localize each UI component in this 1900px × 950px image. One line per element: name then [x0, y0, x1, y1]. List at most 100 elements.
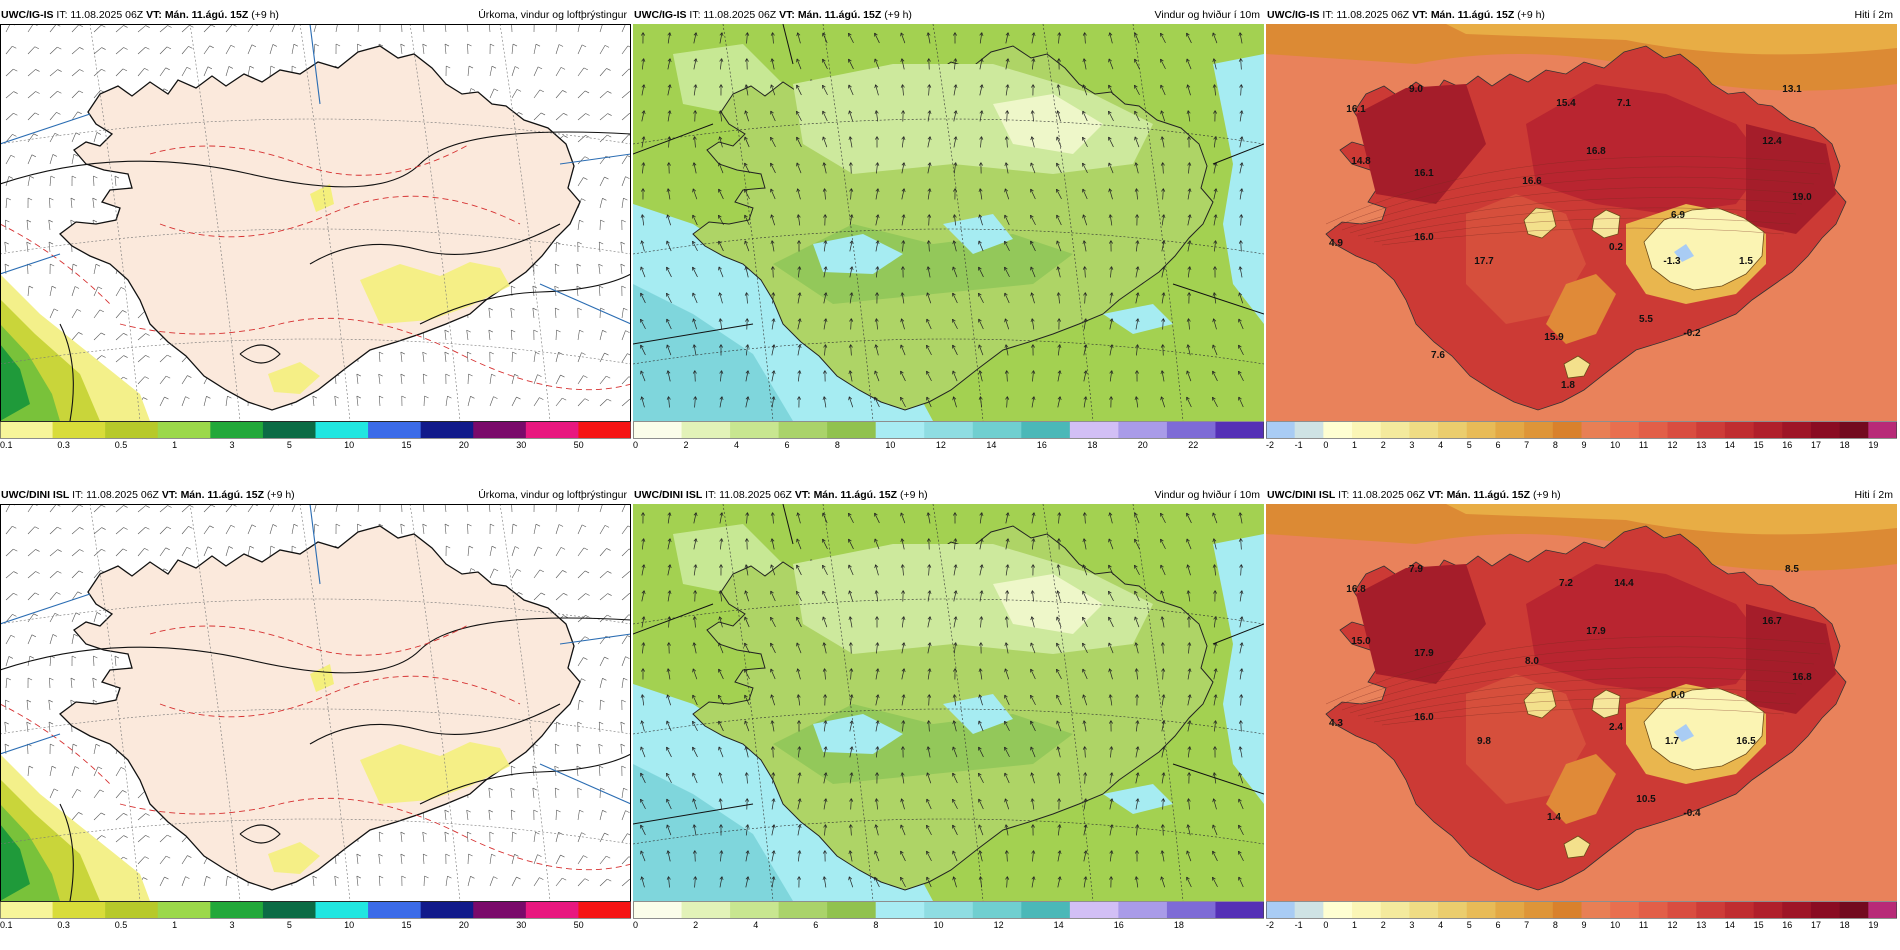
temperature-label: 15.9 — [1544, 332, 1564, 343]
colorbar-swatch — [1021, 902, 1071, 918]
lead-time: (+9 h) — [251, 9, 279, 21]
colorbar-swatch — [924, 422, 974, 438]
temperature-label: 16.7 — [1762, 616, 1782, 627]
model-name: UWC/DINI ISL — [1267, 489, 1336, 501]
panel-temp-row1: UWC/IG-IS IT: 11.08.2025 06Z VT: Mán. 11… — [1266, 6, 1897, 461]
temperature-label: 10.5 — [1636, 794, 1656, 805]
temperature-label: 8.5 — [1785, 564, 1799, 575]
colorbar-tick-label: 8 — [873, 920, 879, 930]
panel-header: UWC/DINI ISL IT: 11.08.2025 06Z VT: Mán.… — [633, 486, 1264, 504]
init-time: IT: 11.08.2025 06Z — [1338, 489, 1425, 501]
colorbar-tick-label: -2 — [1266, 920, 1275, 930]
colorbar-tick-label: 0.5 — [114, 920, 128, 930]
colorbar-swatch — [1495, 422, 1525, 438]
colorbar-tick-label: 12 — [935, 440, 946, 450]
panel-header: UWC/IG-IS IT: 11.08.2025 06Z VT: Mán. 11… — [0, 6, 631, 24]
temp-colorbar-ticks: -2 -1 0 1 2 3 4 5 6 7 8 9 10 11 12 13 14 15 16 17 18 19 — [1266, 440, 1897, 454]
temperature-label: 7.1 — [1617, 98, 1631, 109]
colorbar-swatch — [525, 422, 579, 438]
precip-map — [0, 504, 631, 901]
temperature-label: 9.0 — [1409, 84, 1423, 95]
grid-lines — [0, 504, 631, 805]
colorbar-tick-label: 10 — [344, 440, 355, 450]
temperature-label: -0.4 — [1683, 808, 1701, 819]
colorbar-swatch — [827, 902, 877, 918]
graticule — [0, 504, 631, 901]
panel-precip-row2: UWC/DINI ISL IT: 11.08.2025 06Z VT: Mán.… — [0, 486, 631, 941]
colorbar-tick-label: 14 — [1724, 440, 1735, 450]
colorbar-swatch — [0, 902, 54, 918]
precip-colorbar-ticks: 0.1 0.3 0.5 1 3 5 10 15 20 30 50 — [0, 440, 631, 454]
colorbar-tick-label: 13 — [1696, 920, 1707, 930]
temperature-label: 6.9 — [1671, 210, 1685, 221]
colorbar-swatch — [778, 422, 828, 438]
temperature-label: 14.8 — [1351, 156, 1371, 167]
init-time: IT: 11.08.2025 06Z — [56, 9, 144, 21]
colorbar-swatch — [1552, 422, 1582, 438]
panel-header: UWC/DINI ISL IT: 11.08.2025 06Z VT: Mán.… — [0, 486, 631, 504]
colorbar-tick-label: 3 — [229, 440, 235, 450]
colorbar-swatch — [105, 902, 159, 918]
colorbar-tick-label: 16 — [1782, 920, 1793, 930]
colorbar-swatch — [1294, 422, 1324, 438]
temperature-label: 1.7 — [1665, 736, 1679, 747]
colorbar-tick-label: 1 — [1352, 440, 1358, 450]
colorbar-tick-label: 10 — [344, 920, 355, 930]
colorbar-tick-label: 50 — [573, 440, 584, 450]
colorbar-swatch — [1294, 902, 1324, 918]
colorbar-swatch — [1438, 902, 1468, 918]
init-time: IT: 11.08.2025 06Z — [72, 489, 159, 501]
colorbar-tick-label: 9 — [1581, 440, 1587, 450]
temperature-label: 17.9 — [1414, 648, 1434, 659]
colorbar-swatch — [924, 902, 974, 918]
panel-temp-row2: UWC/DINI ISL IT: 11.08.2025 06Z VT: Mán.… — [1266, 486, 1897, 941]
colorbar-swatch — [1753, 902, 1783, 918]
colorbar-swatch — [1782, 422, 1812, 438]
colorbar-swatch — [157, 902, 211, 918]
isobars — [0, 131, 631, 421]
colorbar-swatch — [157, 422, 211, 438]
wind-vectors — [640, 512, 1244, 888]
colorbar-tick-label: 18 — [1087, 440, 1098, 450]
colorbar-tick-label: 15 — [1753, 440, 1764, 450]
colorbar-tick-label: 2 — [1380, 440, 1386, 450]
colorbar-swatch — [315, 422, 369, 438]
valid-label: VT: — [779, 9, 795, 21]
panel-title: Hiti í 2m — [1854, 9, 1893, 21]
temperature-label: 16.0 — [1414, 232, 1434, 243]
temperature-label: 7.9 — [1409, 564, 1423, 575]
colorbar-tick-label: 17 — [1810, 440, 1821, 450]
colorbar-swatch — [420, 422, 474, 438]
colorbar-tick-label: 30 — [516, 920, 527, 930]
panel-wind-row1: UWC/IG-IS IT: 11.08.2025 06Z VT: Mán. 11… — [633, 6, 1264, 461]
isotherm-contours — [1325, 636, 1827, 726]
panel-title: Hiti í 2m — [1854, 489, 1893, 501]
colorbar-tick-label: 0 — [633, 440, 639, 450]
colorbar-tick-label: 50 — [573, 920, 584, 930]
colorbar-swatch — [1466, 422, 1496, 438]
init-time: IT: 11.08.2025 06Z — [689, 9, 777, 21]
colorbar-tick-label: 12 — [993, 920, 1004, 930]
temperature-label: 9.8 — [1477, 736, 1491, 747]
colorbar-tick-label: 30 — [516, 440, 527, 450]
colorbar-tick-label: 12 — [1667, 440, 1678, 450]
colorbar-swatch — [1380, 422, 1410, 438]
temperature-label: 16.8 — [1346, 584, 1366, 595]
precip-colorbar — [0, 901, 631, 919]
colorbar-swatch — [875, 902, 925, 918]
wind-map — [633, 504, 1264, 901]
graticule — [0, 24, 631, 421]
colorbar-swatch — [1409, 902, 1439, 918]
colorbar-swatch — [578, 902, 631, 918]
colorbar-tick-label: 15 — [401, 920, 412, 930]
temp-colorbar-ticks: -2 -1 0 1 2 3 4 5 6 7 8 9 10 11 12 13 14 15 16 17 18 19 — [1266, 920, 1897, 934]
colorbar-swatch — [1782, 902, 1812, 918]
isobars — [0, 617, 631, 901]
model-name: UWC/IG-IS — [634, 9, 687, 21]
temperature-label: 17.9 — [1586, 626, 1606, 637]
colorbar-swatch — [972, 422, 1022, 438]
colorbar-swatch — [1118, 902, 1168, 918]
precip-map — [0, 24, 631, 421]
colorbar-tick-label: -2 — [1266, 440, 1275, 450]
colorbar-swatch — [1667, 422, 1697, 438]
